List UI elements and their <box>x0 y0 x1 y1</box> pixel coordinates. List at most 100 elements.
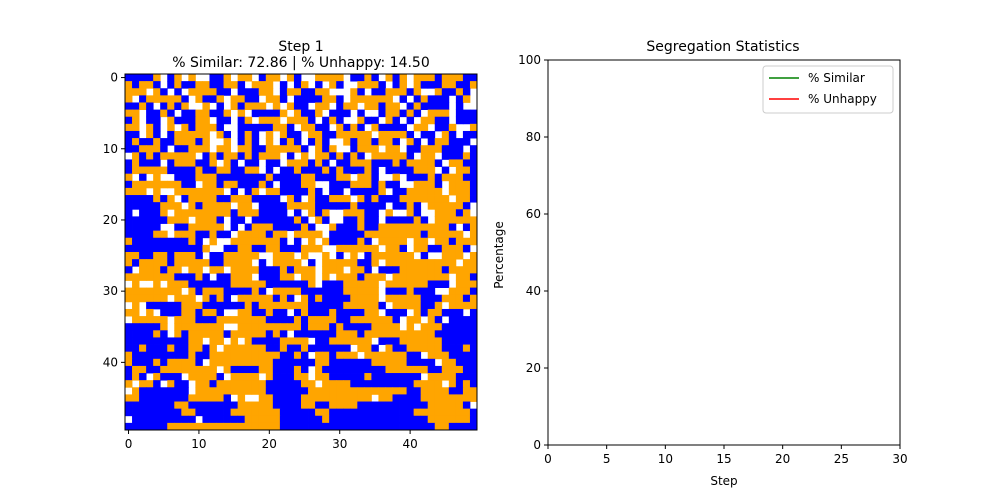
heatmap-cell <box>301 180 309 189</box>
heatmap-cell <box>209 323 217 331</box>
heatmap-cell <box>216 152 224 160</box>
heatmap-cell <box>209 252 217 260</box>
stats-x-tick-label: 15 <box>716 452 731 466</box>
heatmap-cell <box>301 166 309 175</box>
heatmap-cell <box>167 152 175 160</box>
heatmap-cell <box>378 81 386 89</box>
heatmap-cell <box>308 380 316 388</box>
heatmap-cell <box>364 159 372 167</box>
heatmap-cell <box>202 244 210 253</box>
heatmap-cell <box>153 223 161 232</box>
heatmap-cell <box>188 316 196 324</box>
heatmap-cell <box>420 130 429 139</box>
heatmap-cell <box>448 123 457 132</box>
heatmap-cell <box>350 365 358 374</box>
heatmap-cell <box>434 408 443 417</box>
heatmap-cell <box>216 387 224 395</box>
heatmap-cell <box>293 138 302 146</box>
heatmap-cell <box>293 351 302 360</box>
heatmap-cell <box>286 145 295 153</box>
heatmap-cell <box>216 88 224 96</box>
heatmap-cell <box>406 323 415 331</box>
heatmap-cell <box>244 415 253 424</box>
heatmap-cell <box>139 252 147 260</box>
heatmap-cell <box>371 116 379 125</box>
heatmap-cell <box>160 330 168 338</box>
heatmap-cell <box>364 380 372 388</box>
heatmap-cell <box>301 280 309 288</box>
heatmap-cell <box>146 358 154 367</box>
heatmap-cell <box>223 365 231 374</box>
heatmap-cell <box>265 74 274 82</box>
heatmap-cell <box>132 187 140 196</box>
heatmap-cell <box>385 358 393 367</box>
heatmap-cell <box>413 394 422 402</box>
heatmap-cell <box>293 209 302 217</box>
heatmap-cell <box>272 287 281 296</box>
heatmap-cell <box>244 187 253 196</box>
heatmap-cell <box>385 74 393 82</box>
heatmap-cell <box>301 152 309 160</box>
heatmap-cell <box>301 408 309 417</box>
heatmap-cell <box>308 187 316 196</box>
heatmap-cell <box>392 123 400 132</box>
heatmap-cell <box>441 323 450 331</box>
heatmap-cell <box>265 365 274 374</box>
heatmap-cell <box>132 81 140 89</box>
heatmap-cell <box>139 180 147 189</box>
heatmap-cell <box>378 380 386 388</box>
heatmap-cell <box>357 380 365 388</box>
heatmap-cell <box>174 380 182 388</box>
heatmap-cell <box>392 109 400 118</box>
heatmap-cell <box>153 123 161 132</box>
heatmap-cell <box>223 415 231 424</box>
heatmap-cell <box>413 351 422 360</box>
heatmap-cell <box>160 266 168 274</box>
heatmap-cell <box>202 387 210 395</box>
heatmap-cell <box>350 223 358 232</box>
heatmap-cell <box>357 316 365 324</box>
heatmap-cell <box>434 102 443 110</box>
heatmap-cell <box>427 380 436 388</box>
heatmap-cell <box>308 88 316 96</box>
heatmap-cell <box>174 173 182 182</box>
heatmap-cell <box>336 95 344 103</box>
heatmap-cell <box>251 373 260 381</box>
heatmap-cell <box>132 323 140 331</box>
heatmap-cell <box>272 351 281 360</box>
heatmap-cell <box>441 166 450 175</box>
heatmap-cell <box>455 81 464 89</box>
heatmap-cell <box>343 230 351 239</box>
heatmap-cell <box>357 138 365 146</box>
heatmap-cell <box>153 422 161 431</box>
heatmap-cell <box>343 373 351 381</box>
heatmap-cell <box>413 159 422 167</box>
heatmap-cell <box>188 415 196 424</box>
heatmap-cell <box>174 159 182 167</box>
heatmap-cell <box>469 81 478 89</box>
heatmap-cell <box>181 145 189 153</box>
heatmap-cell <box>237 130 246 139</box>
heatmap-cell <box>209 316 217 324</box>
heatmap-cell <box>195 187 203 196</box>
heatmap-cell <box>279 266 288 274</box>
heatmap-cell <box>385 152 393 160</box>
heatmap-cell <box>223 209 231 217</box>
heatmap-cell <box>371 166 379 175</box>
heatmap-cell <box>160 259 168 267</box>
heatmap-cell <box>329 173 337 182</box>
heatmap-cell <box>139 266 147 274</box>
heatmap-cell <box>202 145 210 153</box>
heatmap-cell <box>223 138 231 146</box>
heatmap-cell <box>455 88 464 96</box>
heatmap-cell <box>322 252 330 260</box>
heatmap-cell <box>329 230 337 239</box>
heatmap-cell <box>413 145 422 153</box>
heatmap-cell <box>258 173 267 182</box>
heatmap-cell <box>209 123 217 132</box>
heatmap-cell <box>174 223 182 232</box>
heatmap-cell <box>350 287 358 296</box>
heatmap-cell <box>139 88 147 96</box>
heatmap-cell <box>343 130 351 139</box>
heatmap-cell <box>153 195 161 203</box>
